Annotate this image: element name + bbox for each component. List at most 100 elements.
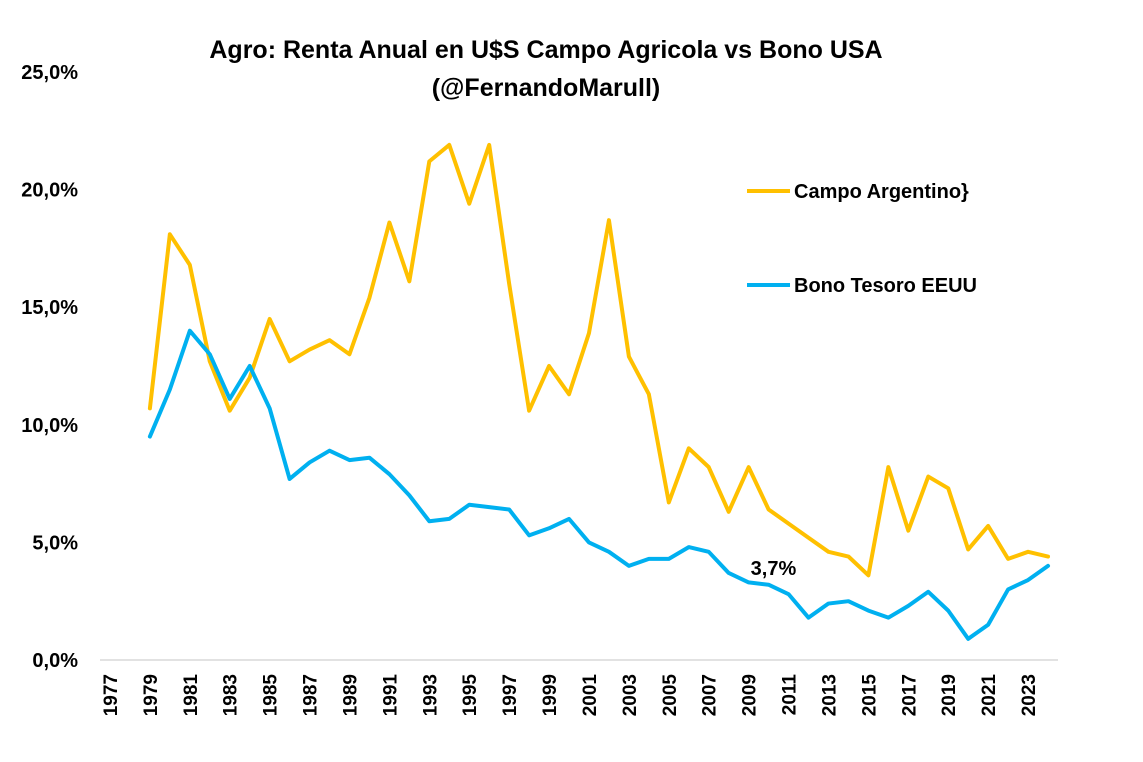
series-0-point bbox=[946, 486, 951, 491]
series-1-point bbox=[726, 570, 731, 575]
x-tick-label: 2015 bbox=[859, 674, 880, 717]
series-0-point bbox=[487, 142, 492, 147]
series-1-point bbox=[387, 472, 392, 477]
series-layer bbox=[147, 142, 1051, 641]
series-0-point bbox=[786, 521, 791, 526]
series-0-point bbox=[746, 465, 751, 470]
x-tick-label: 2005 bbox=[660, 674, 681, 717]
series-0-point bbox=[567, 392, 572, 397]
series-0-point bbox=[606, 218, 611, 223]
x-tick-label: 2023 bbox=[1019, 674, 1040, 716]
series-0-point bbox=[407, 279, 412, 284]
series-1-point bbox=[846, 599, 851, 604]
x-tick-label: 1981 bbox=[181, 674, 202, 717]
series-0-point bbox=[247, 375, 252, 380]
series-1-point bbox=[407, 493, 412, 498]
series-1-point bbox=[966, 636, 971, 641]
series-1-point bbox=[1026, 578, 1031, 583]
series-1-point bbox=[487, 505, 492, 510]
series-0-point bbox=[686, 446, 691, 451]
series-0-point bbox=[307, 347, 312, 352]
series-1-point bbox=[367, 455, 372, 460]
legend-label-campo: Campo Argentino} bbox=[794, 181, 969, 203]
series-1-point bbox=[167, 387, 172, 392]
x-tick-label: 1979 bbox=[141, 674, 162, 716]
x-tick-label: 2013 bbox=[819, 674, 840, 716]
series-0-point bbox=[846, 554, 851, 559]
series-1-point bbox=[586, 540, 591, 545]
series-line-1 bbox=[147, 328, 1051, 641]
series-1-point bbox=[606, 549, 611, 554]
series-0-point bbox=[586, 331, 591, 336]
series-0-point bbox=[766, 507, 771, 512]
series-1-point bbox=[267, 406, 272, 411]
series-0-point bbox=[926, 474, 931, 479]
series-0-point bbox=[646, 392, 651, 397]
series-0-point bbox=[367, 295, 372, 300]
x-tick-label: 1985 bbox=[261, 674, 282, 717]
series-0-point bbox=[906, 528, 911, 533]
x-tick-label: 1977 bbox=[101, 674, 122, 716]
series-1-point bbox=[427, 519, 432, 524]
y-tick-label: 25,0% bbox=[21, 62, 78, 84]
x-tick-label: 2003 bbox=[620, 674, 641, 716]
x-tick-label: 1983 bbox=[221, 674, 242, 716]
series-0-point bbox=[826, 549, 831, 554]
y-tick-label: 15,0% bbox=[21, 297, 78, 319]
series-1-point bbox=[447, 516, 452, 521]
series-1-point bbox=[866, 608, 871, 613]
series-1-point bbox=[946, 608, 951, 613]
series-1-point bbox=[806, 615, 811, 620]
chart-title-line1: Agro: Renta Anual en U$S Campo Agricola … bbox=[209, 36, 882, 64]
series-1-point bbox=[547, 526, 552, 531]
series-1-point bbox=[1006, 587, 1011, 592]
series-1-point bbox=[287, 476, 292, 481]
series-1-point bbox=[646, 556, 651, 561]
annotation-layer: 3,7% bbox=[751, 558, 797, 580]
x-tick-label: 1995 bbox=[460, 674, 481, 717]
legend: Campo Argentino} Bono Tesoro EEUU bbox=[747, 181, 977, 297]
x-tick-label: 2011 bbox=[780, 674, 801, 716]
y-tick-label: 0,0% bbox=[32, 650, 78, 672]
x-tick-label: 2019 bbox=[939, 674, 960, 716]
x-tick-label: 1999 bbox=[540, 674, 561, 716]
series-0-point bbox=[666, 500, 671, 505]
series-0-point bbox=[267, 316, 272, 321]
series-0-point bbox=[507, 281, 512, 286]
series-1-point bbox=[706, 549, 711, 554]
legend-label-bono: Bono Tesoro EEUU bbox=[794, 275, 977, 297]
series-1-point bbox=[886, 615, 891, 620]
x-axis: 1977 1979 1981 1983 1985 1987 1989 1991 1993 1995… bbox=[100, 659, 1058, 717]
series-1-point bbox=[686, 545, 691, 550]
x-tick-label: 2001 bbox=[580, 674, 601, 717]
series-1-point bbox=[507, 507, 512, 512]
series-0-point bbox=[966, 547, 971, 552]
x-tick-label: 2007 bbox=[700, 674, 721, 716]
series-0-point bbox=[187, 262, 192, 267]
y-tick-label: 20,0% bbox=[21, 180, 78, 202]
y-axis: 0,0% 5,0% 10,0% 15,0% 20,0% 25,0% bbox=[21, 62, 78, 672]
series-1-point bbox=[567, 516, 572, 521]
series-1-point bbox=[467, 502, 472, 507]
series-1-point bbox=[746, 580, 751, 585]
series-0-point bbox=[467, 201, 472, 206]
y-tick-label: 5,0% bbox=[32, 532, 78, 554]
series-0-point bbox=[347, 352, 352, 357]
series-0-point bbox=[227, 408, 232, 413]
legend-item-bono: Bono Tesoro EEUU bbox=[747, 275, 977, 297]
annotation-label: 3,7% bbox=[751, 558, 797, 580]
series-0-point bbox=[527, 408, 532, 413]
series-0-point bbox=[167, 232, 172, 237]
series-1-point bbox=[906, 603, 911, 608]
series-1-point bbox=[786, 592, 791, 597]
series-0-point bbox=[866, 573, 871, 578]
series-line-0 bbox=[147, 142, 1051, 578]
x-tick-label: 1997 bbox=[500, 674, 521, 716]
series-1-point bbox=[926, 589, 931, 594]
series-1-point bbox=[1046, 563, 1051, 568]
series-1-point bbox=[347, 458, 352, 463]
series-1-point bbox=[327, 448, 332, 453]
series-0-point bbox=[387, 220, 392, 225]
legend-item-campo: Campo Argentino} bbox=[747, 181, 969, 203]
